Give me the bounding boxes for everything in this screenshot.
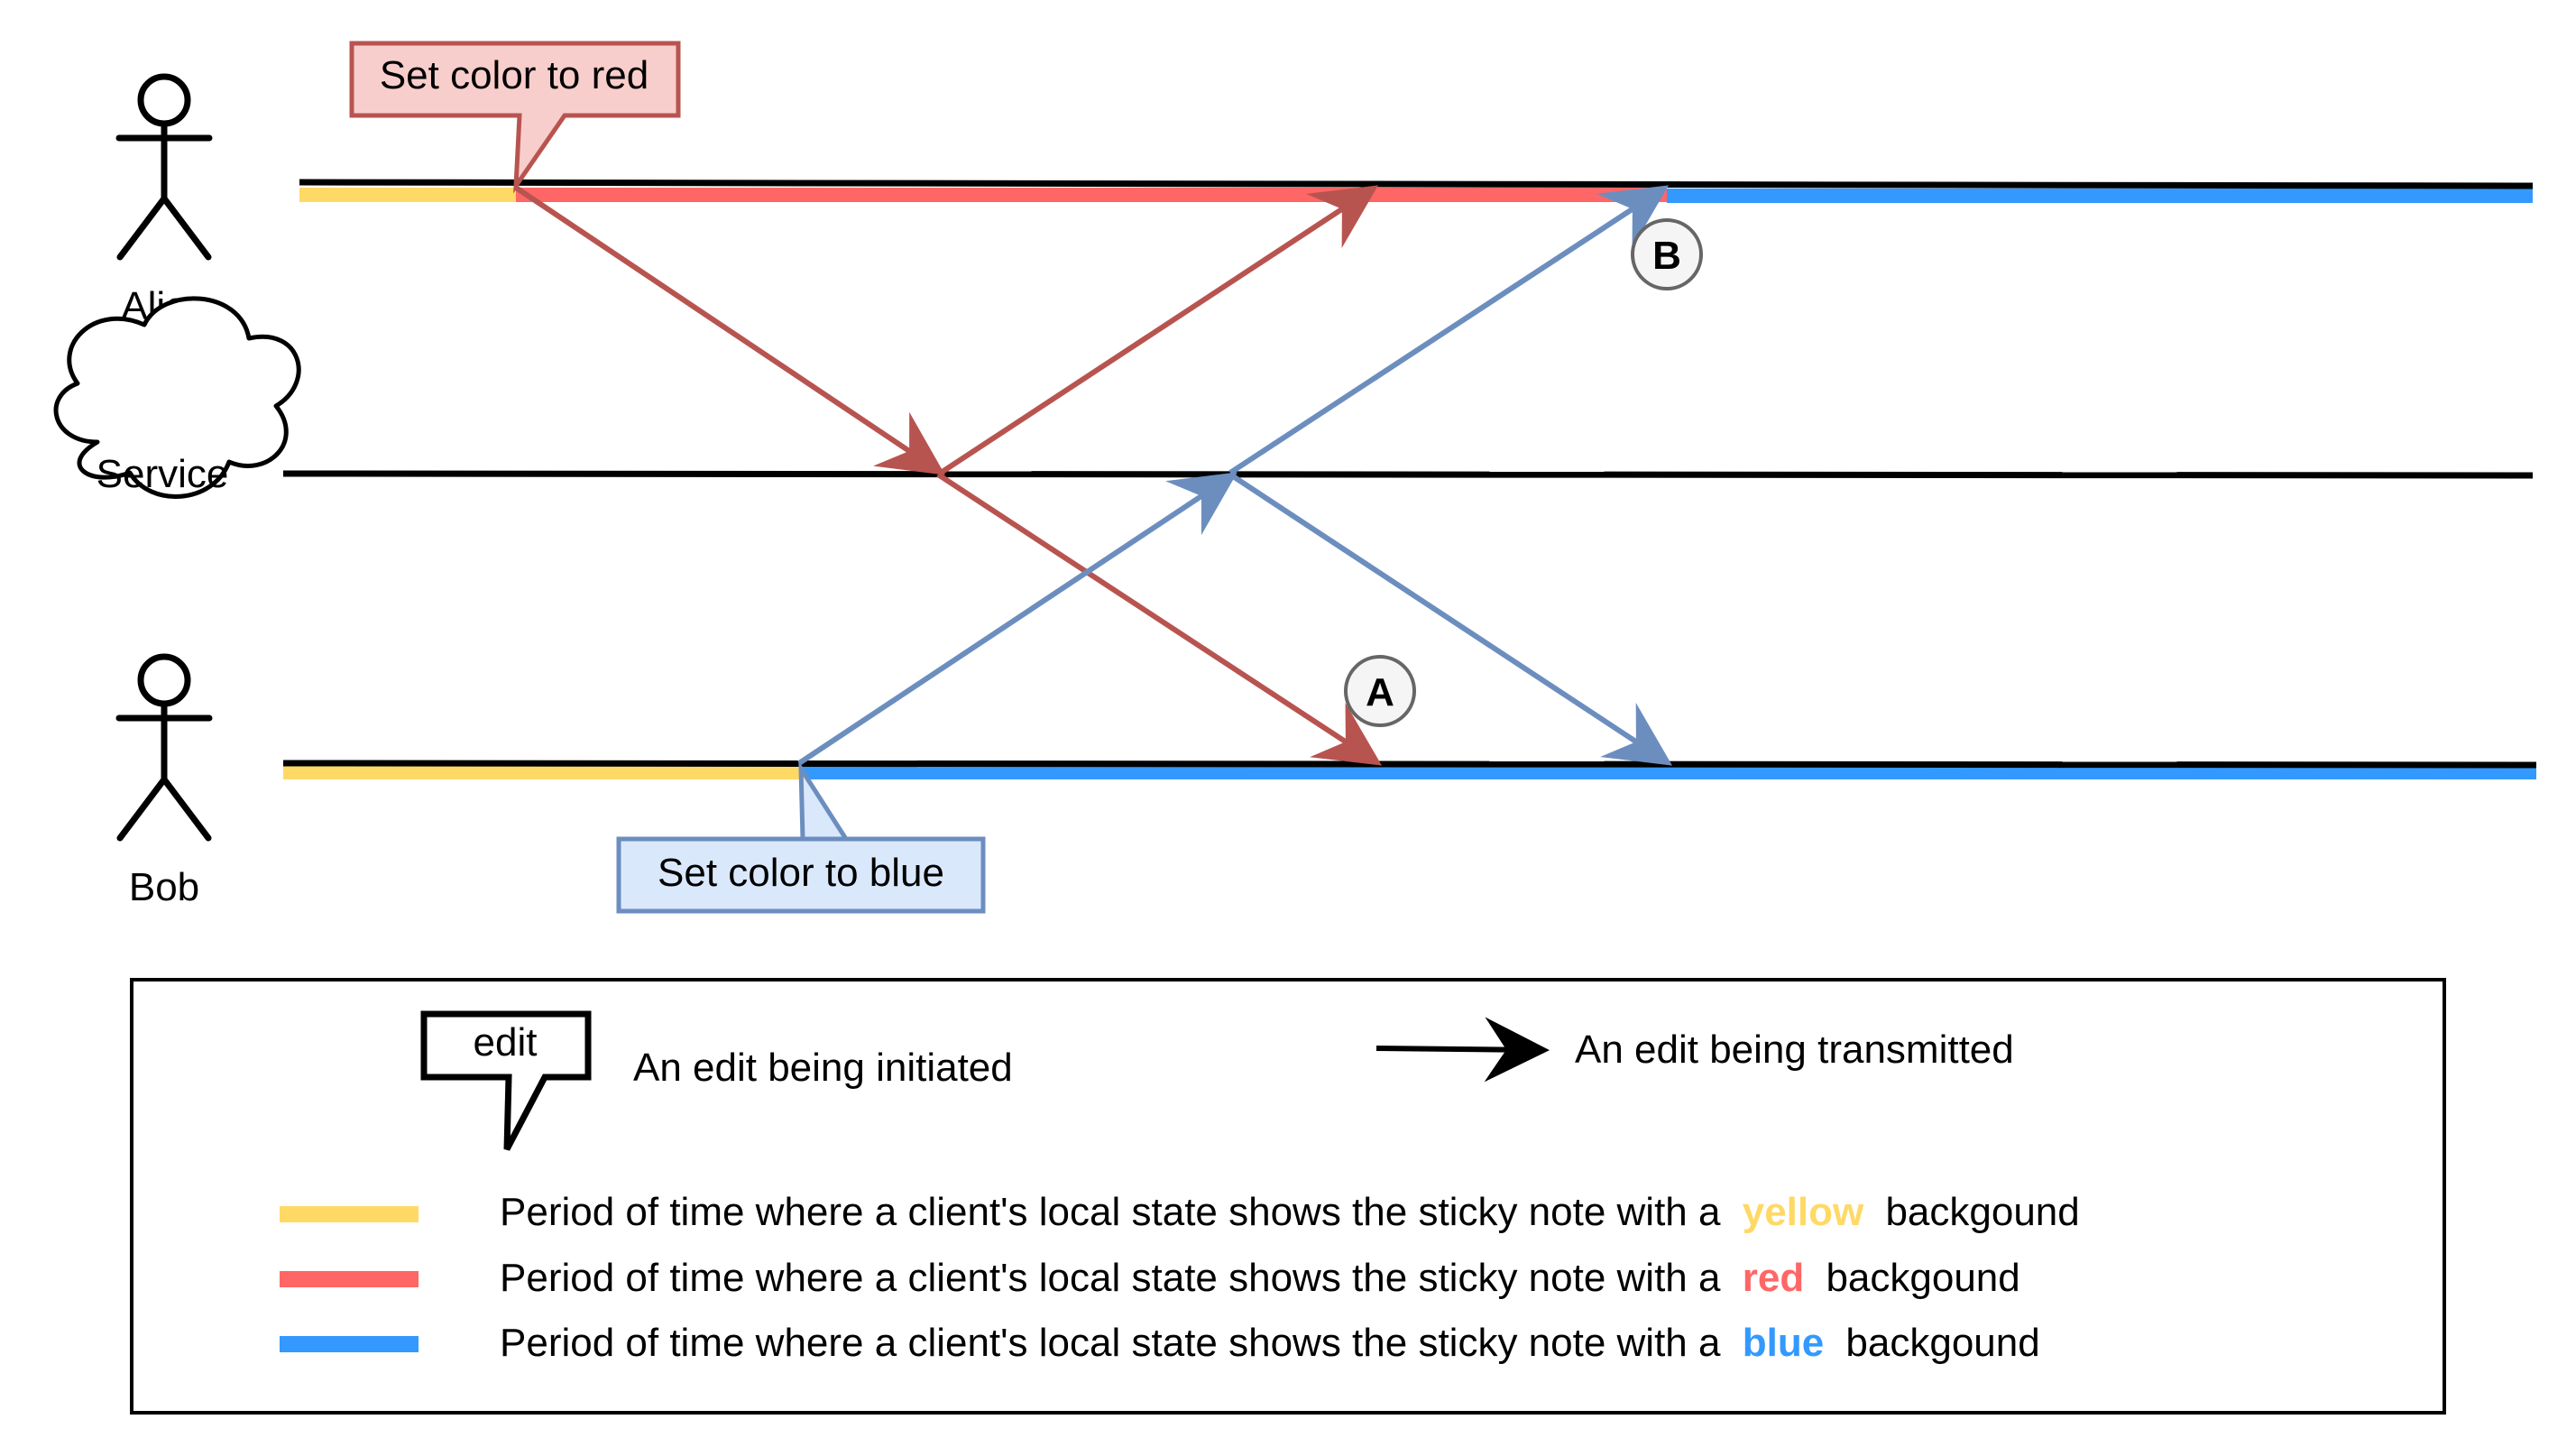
marker-b-label: B <box>1652 234 1681 278</box>
alice-timeline <box>299 179 2534 203</box>
cloud-icon <box>53 296 301 499</box>
bob-to-service-blue-arrow <box>797 472 1237 766</box>
legend-blue-word: blue <box>1743 1321 1824 1365</box>
blue-edit-messages <box>797 185 1673 766</box>
service-actor: Service <box>53 296 301 499</box>
legend-blue-suffix: backgound <box>1845 1321 2039 1365</box>
legend-red-row: Period of time where a client's local st… <box>500 1256 2020 1300</box>
legend-yellow-suffix: backgound <box>1885 1190 2079 1234</box>
bob-timeline <box>282 760 2537 779</box>
service-timeline <box>282 470 2534 479</box>
marker-a: A <box>1344 655 1416 727</box>
legend: edit An edit being initiated An edit bei… <box>130 978 2446 1415</box>
legend-edit-initiated-text: An edit being initiated <box>633 1046 1013 1090</box>
legend-yellow-row: Period of time where a client's local st… <box>500 1190 2080 1234</box>
marker-b: B <box>1631 218 1703 290</box>
service-label: Service <box>97 452 229 496</box>
alice-edit-callout-text: Set color to red <box>380 53 649 97</box>
legend-edit-callout-icon: edit <box>420 1010 592 1151</box>
bob-lifeline <box>282 760 2537 769</box>
bob-actor: Bob <box>115 653 213 909</box>
legend-blue-row: Period of time where a client's local st… <box>500 1321 2040 1365</box>
alice-edit-callout: Set color to red <box>349 41 681 194</box>
legend-arrow-icon <box>1375 1017 1550 1083</box>
legend-edit-icon-label: edit <box>474 1020 538 1065</box>
legend-red-prefix: Period of time where a client's local st… <box>500 1256 1721 1300</box>
bob-stick-figure-icon <box>115 653 213 842</box>
alice-stick-figure-icon <box>115 73 213 261</box>
alice-to-service-red-arrow <box>514 185 945 475</box>
marker-a-label: A <box>1366 670 1394 714</box>
bob-edit-callout: Set color to blue <box>616 760 986 914</box>
service-to-bob-blue-arrow <box>1228 472 1673 766</box>
legend-yellow-prefix: Period of time where a client's local st… <box>500 1190 1721 1234</box>
legend-red-suffix: backgound <box>1826 1256 2019 1300</box>
service-to-bob-red-arrow <box>936 472 1383 766</box>
legend-yellow-word: yellow <box>1743 1190 1864 1234</box>
legend-edit-transmitted-text: An edit being transmitted <box>1575 1028 2014 1072</box>
alice-actor: Alice <box>115 73 213 328</box>
alice-lifeline <box>299 179 2534 189</box>
service-lifeline <box>282 470 2534 479</box>
bob-edit-callout-text: Set color to blue <box>658 851 944 895</box>
red-edit-messages <box>514 185 1383 766</box>
bob-label: Bob <box>129 865 199 909</box>
legend-blue-prefix: Period of time where a client's local st… <box>500 1321 1721 1365</box>
service-to-alice-blue-arrow <box>1228 185 1670 475</box>
service-to-alice-red-arrow <box>936 185 1379 477</box>
legend-red-word: red <box>1743 1256 1804 1300</box>
